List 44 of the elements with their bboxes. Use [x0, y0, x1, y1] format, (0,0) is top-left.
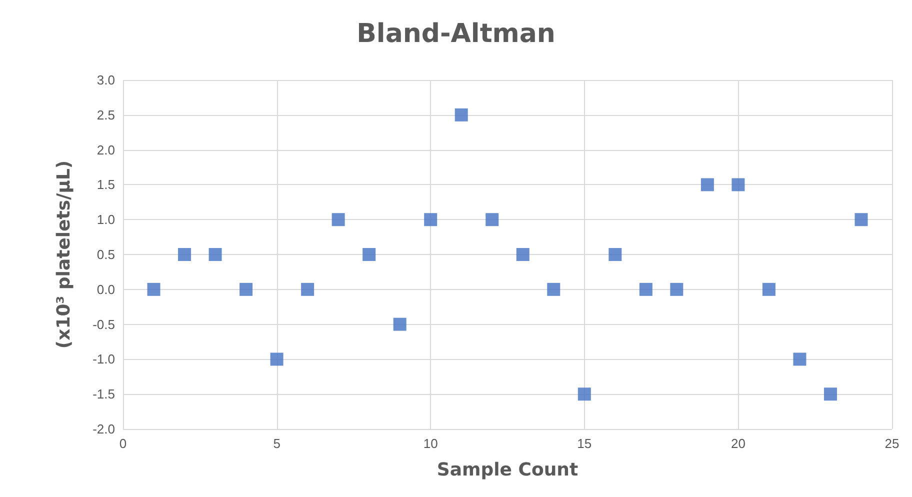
point [608, 248, 622, 261]
y-tick-label: 2.0 [96, 142, 115, 158]
y-tick-label: 1.0 [96, 212, 115, 228]
point [516, 248, 530, 261]
point [486, 213, 499, 226]
point [301, 282, 314, 296]
point [178, 248, 192, 261]
point [793, 352, 806, 366]
y-tick-label: -1.5 [92, 386, 115, 402]
y-tick-label: -1.0 [92, 352, 115, 367]
x-tick-label: 15 [577, 436, 592, 451]
y-tick-label: 2.5 [96, 107, 115, 122]
point [762, 282, 776, 296]
point [332, 213, 345, 226]
y-axis-title: (x10³ platelets/µL) [54, 160, 74, 349]
chart-title: Bland-Altman [356, 19, 556, 49]
x-tick-label: 5 [273, 436, 280, 451]
point [547, 282, 560, 296]
x-tick-label: 25 [884, 436, 900, 451]
point [208, 248, 222, 261]
y-tick-label: 0.5 [96, 247, 115, 262]
x-tick-label: 20 [730, 436, 746, 451]
point [454, 108, 468, 122]
point [240, 282, 253, 296]
point [393, 318, 406, 331]
y-tick-label: -0.5 [92, 316, 115, 332]
point [147, 282, 160, 296]
y-tick-label: -2.0 [92, 422, 115, 436]
point [670, 282, 684, 296]
point [732, 178, 745, 192]
x-axis-title: Sample Count [436, 460, 578, 480]
point [424, 213, 438, 226]
point [700, 178, 714, 192]
y-tick-label: 0.0 [96, 282, 115, 297]
point [854, 213, 868, 226]
y-tick-label: 3.0 [96, 72, 115, 88]
x-tick-label: 10 [423, 436, 438, 451]
point [362, 248, 376, 261]
point [824, 388, 837, 401]
point [578, 388, 591, 401]
point [270, 352, 284, 366]
x-tick-label: 0 [119, 436, 127, 451]
y-tick-label: 1.5 [96, 177, 115, 192]
point [639, 282, 652, 296]
